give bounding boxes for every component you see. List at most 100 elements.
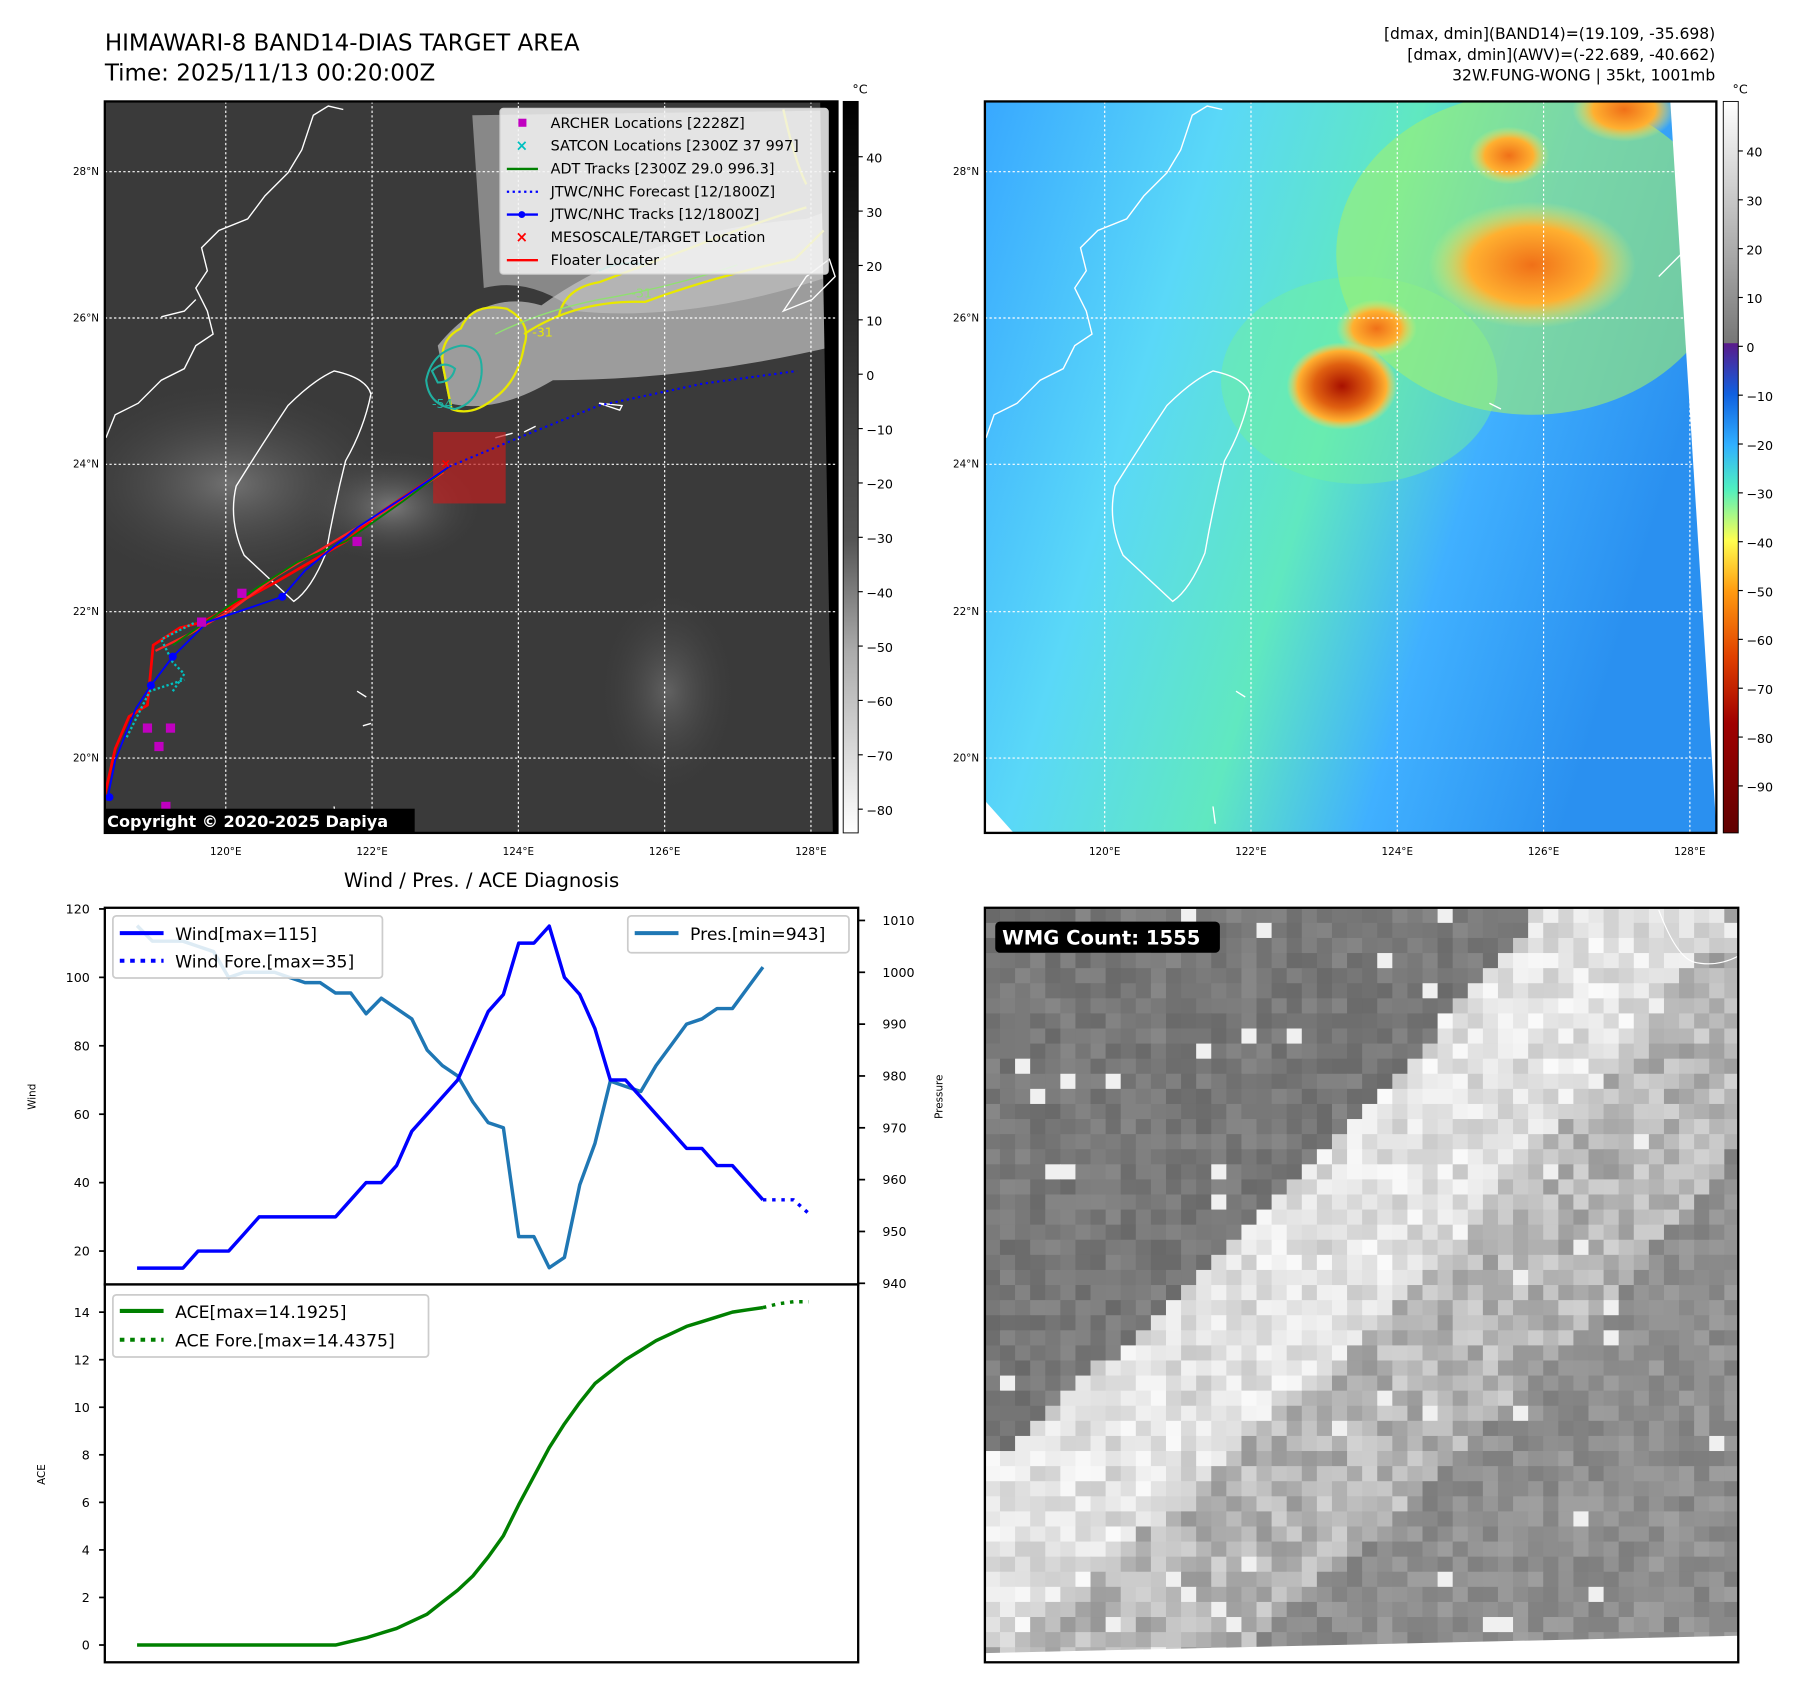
wmg-pixel xyxy=(1165,1541,1182,1558)
wmg-pixel xyxy=(1513,1466,1529,1482)
wmg-pixel xyxy=(1603,1481,1620,1497)
wmg-pixel xyxy=(1437,1420,1454,1437)
wmg-pixel xyxy=(1196,1239,1212,1256)
wmg-pixel xyxy=(984,1043,1001,1060)
wmg-pixel xyxy=(1528,1496,1544,1512)
wmg-pixel xyxy=(1603,1224,1620,1241)
wmg-pixel xyxy=(1543,1300,1559,1316)
wmg-pixel xyxy=(1663,953,1680,969)
wmg-pixel xyxy=(1679,1435,1695,1452)
wmg-pixel xyxy=(1362,1451,1378,1467)
wmg-pixel xyxy=(1256,1300,1273,1316)
wmg-pixel xyxy=(1422,1179,1439,1196)
wmg-pixel xyxy=(1648,1119,1665,1135)
ace-axis-label: ACE xyxy=(36,1464,48,1485)
wmg-pixel xyxy=(1165,1617,1182,1633)
wmg-pixel xyxy=(1241,1194,1258,1211)
wmg-pixel xyxy=(1407,1451,1424,1467)
wmg-pixel xyxy=(1196,1632,1212,1648)
wmg-pixel xyxy=(1181,1541,1197,1558)
wmg-pixel xyxy=(1226,1330,1243,1346)
wmg-pixel xyxy=(1528,1058,1544,1075)
wmg-pixel xyxy=(1392,1088,1408,1105)
wind-line xyxy=(137,924,765,1270)
legend-marker-dot xyxy=(518,211,526,219)
ace-tick-label: 2 xyxy=(82,1590,90,1605)
wmg-pixel xyxy=(1709,1511,1725,1528)
wmg-pixel xyxy=(1497,1058,1514,1075)
wmg-pixel xyxy=(1226,1632,1243,1648)
wmg-pixel xyxy=(1663,1119,1680,1135)
lon-tick-label: 120°E xyxy=(1089,846,1121,858)
wmg-pixel xyxy=(1407,1586,1424,1603)
wmg-pixel xyxy=(1226,1043,1243,1060)
wmg-pixel xyxy=(1558,1149,1574,1165)
wmg-pixel xyxy=(1030,1466,1046,1482)
jtwc-track-points xyxy=(105,592,287,802)
wmg-pixel xyxy=(1362,1617,1378,1633)
wmg-pixel xyxy=(1558,1541,1574,1558)
colorbar-tick-label: −40 xyxy=(866,585,893,600)
wmg-pixel xyxy=(1075,1330,1092,1346)
wmg-pixel xyxy=(1120,1496,1137,1512)
wmg-pixel xyxy=(1633,937,1650,954)
wmg-pixel xyxy=(1513,1420,1529,1437)
wmg-pixel xyxy=(1513,1254,1529,1271)
wmg-pixel xyxy=(999,1617,1016,1633)
wmg-pixel xyxy=(1030,1088,1046,1105)
wmg-pixel xyxy=(1452,1028,1469,1045)
colorbar-tick-label: −40 xyxy=(1746,535,1773,550)
wmg-pixel xyxy=(1377,1209,1393,1226)
legend-box xyxy=(626,914,850,954)
wmg-pixel xyxy=(1196,1013,1212,1030)
wmg-pixel xyxy=(1407,1058,1424,1075)
legend-label: MESOSCALE/TARGET Location xyxy=(551,230,766,246)
wmg-pixel xyxy=(1226,1134,1243,1150)
wmg-pixel xyxy=(1150,1511,1167,1528)
wmg-pixel xyxy=(1135,1119,1152,1135)
wmg-pixel xyxy=(1467,1285,1484,1301)
wmg-pixel xyxy=(1165,1224,1182,1241)
wmg-pixel xyxy=(1648,1420,1665,1437)
wmg-pixel xyxy=(1241,1496,1258,1512)
wmg-pixel xyxy=(1422,1586,1439,1603)
wmg-pixel xyxy=(1301,1451,1318,1467)
wmg-pixel xyxy=(1362,1285,1378,1301)
wmg-pixel xyxy=(1015,1164,1031,1180)
wmg-pixel xyxy=(1181,1134,1197,1150)
wmg-pixel xyxy=(1377,1058,1393,1075)
wmg-pixel xyxy=(1120,1300,1137,1316)
wmg-pixel xyxy=(1482,1330,1499,1346)
wmg-pixel xyxy=(1482,907,1499,924)
wmg-pixel xyxy=(1060,1420,1077,1437)
wmg-pixel xyxy=(1181,1239,1197,1256)
wmg-pixel xyxy=(1392,983,1408,999)
wmg-pixel xyxy=(1301,1420,1318,1437)
wmg-pixel xyxy=(999,1300,1016,1316)
wmg-pixel xyxy=(1286,983,1303,999)
wmg-pixel xyxy=(1347,1224,1363,1241)
wmg-pixel xyxy=(1301,1088,1318,1105)
wmg-pixel xyxy=(1437,1511,1454,1528)
wmg-pixel xyxy=(1030,1134,1046,1150)
wmg-pixel xyxy=(1648,1058,1665,1075)
wmg-pixel xyxy=(1120,1149,1137,1165)
wmg-pixel xyxy=(1135,1526,1152,1543)
wmg-pixel xyxy=(1558,1058,1574,1075)
wmg-pixel xyxy=(1271,1058,1288,1075)
wmg-pixel xyxy=(1150,1194,1167,1211)
wmg-pixel xyxy=(984,1254,1001,1271)
wmg-pixel xyxy=(1407,1224,1424,1241)
wmg-pixel xyxy=(1679,1405,1695,1422)
wmg-pixel xyxy=(1241,1285,1258,1301)
wmg-pixel xyxy=(1241,1451,1258,1467)
wmg-pixel xyxy=(1045,1315,1061,1331)
wmg-pixel xyxy=(1573,1028,1590,1045)
wmg-pixel xyxy=(1392,1571,1408,1588)
wmg-pixel xyxy=(1271,1390,1288,1407)
lat-tick-label: 22°N xyxy=(73,606,99,618)
wmg-pixel xyxy=(1150,1043,1167,1060)
archer-locations xyxy=(142,536,362,812)
wmg-pixel xyxy=(1241,1405,1258,1422)
wmg-pixel xyxy=(999,1451,1016,1467)
